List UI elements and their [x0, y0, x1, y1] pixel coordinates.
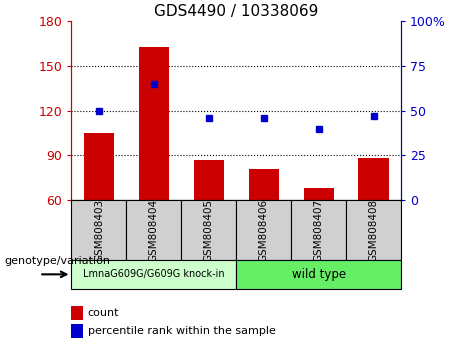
Text: GSM808407: GSM808407: [313, 199, 324, 262]
Title: GDS4490 / 10338069: GDS4490 / 10338069: [154, 4, 319, 19]
Text: GSM808404: GSM808404: [149, 199, 159, 262]
FancyBboxPatch shape: [346, 200, 401, 260]
Bar: [303, 188, 334, 200]
Text: GSM808406: GSM808406: [259, 199, 269, 262]
FancyBboxPatch shape: [71, 260, 236, 289]
FancyBboxPatch shape: [126, 200, 181, 260]
Bar: [71, 324, 83, 338]
Text: genotype/variation: genotype/variation: [5, 256, 111, 266]
FancyBboxPatch shape: [181, 200, 236, 260]
Text: GSM808405: GSM808405: [204, 199, 214, 262]
FancyBboxPatch shape: [291, 200, 346, 260]
Text: count: count: [88, 308, 119, 318]
Bar: [359, 158, 389, 200]
Text: GSM808408: GSM808408: [369, 199, 378, 262]
FancyBboxPatch shape: [236, 260, 401, 289]
Text: GSM808403: GSM808403: [94, 199, 104, 262]
Bar: [248, 169, 279, 200]
Bar: [84, 133, 114, 200]
Bar: [71, 306, 83, 320]
Text: percentile rank within the sample: percentile rank within the sample: [88, 326, 276, 336]
Text: wild type: wild type: [292, 268, 346, 281]
Text: LmnaG609G/G609G knock-in: LmnaG609G/G609G knock-in: [83, 269, 225, 279]
FancyBboxPatch shape: [236, 200, 291, 260]
FancyBboxPatch shape: [71, 200, 126, 260]
Bar: [139, 47, 169, 200]
Bar: [194, 160, 224, 200]
